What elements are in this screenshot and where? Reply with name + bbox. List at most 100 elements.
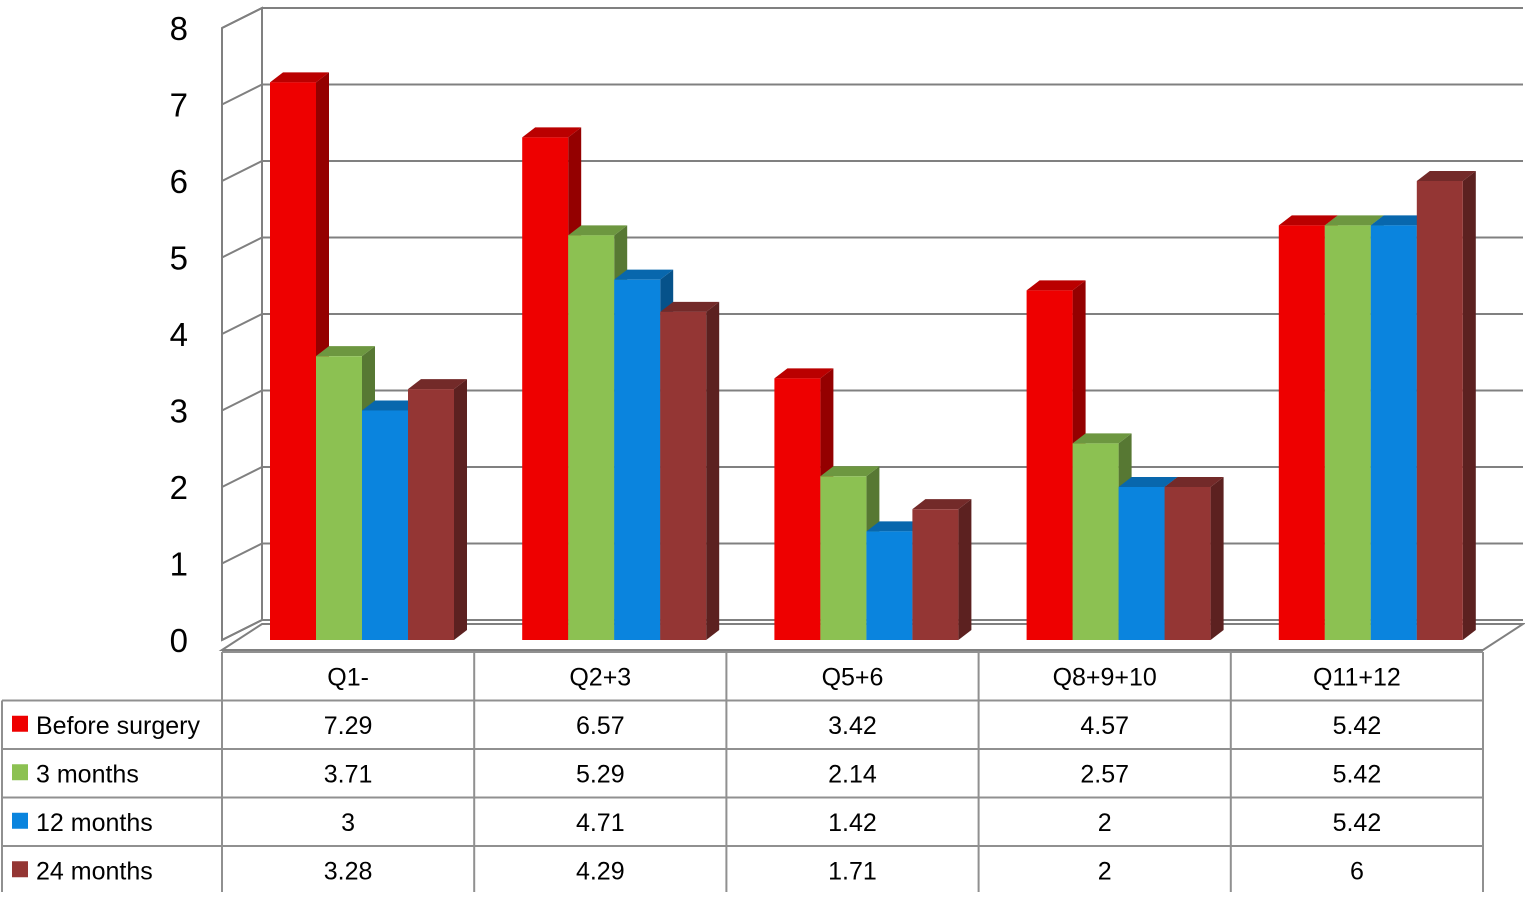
bar-top	[912, 499, 972, 510]
bar-top	[1072, 433, 1132, 444]
bar-top	[774, 368, 834, 379]
data-label: 7.29	[324, 712, 373, 740]
legend-label: 12 months	[36, 809, 153, 837]
bar	[1118, 487, 1165, 640]
bar	[1324, 225, 1371, 640]
bar	[270, 82, 316, 640]
bar-top	[568, 225, 628, 236]
data-label: 5.42	[1333, 809, 1382, 837]
table-category-label: Q11+12	[1313, 663, 1401, 691]
y-tick-label: 3	[170, 393, 188, 430]
bar	[774, 378, 821, 640]
data-label: 4.71	[576, 809, 625, 837]
legend-swatch	[12, 764, 28, 781]
bar-top	[1164, 477, 1224, 487]
bar	[912, 509, 959, 640]
data-label: 2.14	[828, 760, 877, 788]
bar-top	[1324, 215, 1384, 226]
data-label: 3.28	[324, 857, 373, 885]
y-tick-label: 4	[170, 316, 188, 353]
bar-side	[1210, 477, 1224, 640]
data-label: 5.42	[1333, 712, 1382, 740]
bar	[1370, 225, 1417, 640]
legend-label: 3 months	[36, 760, 139, 788]
data-label: 6.57	[576, 712, 625, 740]
bar	[568, 235, 615, 640]
legend-swatch	[12, 812, 28, 829]
bar-top	[1278, 215, 1338, 226]
data-label: 1.42	[828, 809, 877, 837]
gridline	[221, 313, 1523, 335]
bar-top	[316, 346, 375, 357]
bar-side	[706, 301, 720, 640]
table-category-label: Q5+6	[822, 663, 884, 691]
data-label: 2	[1098, 857, 1112, 885]
bar	[1072, 443, 1119, 640]
data-label: 5.29	[576, 760, 625, 788]
bar-top	[522, 127, 582, 138]
bar	[1416, 181, 1463, 640]
data-label: 2	[1098, 809, 1112, 837]
data-label: 4.57	[1080, 712, 1129, 740]
bar-top	[660, 301, 720, 312]
y-tick-label: 0	[170, 622, 188, 659]
y-tick-label: 1	[170, 546, 188, 583]
gridline	[221, 160, 1523, 182]
legend-swatch	[12, 861, 28, 878]
gridline	[221, 389, 1523, 412]
bar	[820, 476, 867, 640]
legend-label: 24 months	[36, 857, 153, 885]
data-label: 5.42	[1333, 760, 1382, 788]
data-label: 3	[341, 809, 355, 837]
y-tick-label: 7	[170, 87, 188, 124]
data-label: 3.71	[324, 760, 373, 788]
bar-top	[1118, 477, 1178, 487]
y-tick-label: 6	[170, 163, 188, 200]
chart-walls	[218, 6, 1525, 651]
bar	[614, 279, 661, 640]
floor	[218, 623, 1525, 651]
bar	[1164, 487, 1211, 640]
bar	[362, 410, 408, 640]
legend-swatch	[12, 715, 28, 732]
bar-top	[1370, 215, 1430, 226]
bar-top	[270, 72, 329, 83]
legend-label: Before surgery	[36, 712, 200, 740]
bar-top	[362, 400, 421, 411]
bar-top	[820, 466, 880, 477]
y-tick-label: 8	[170, 10, 188, 47]
bar-top	[1026, 280, 1086, 291]
gridline	[221, 236, 1523, 259]
bar-top	[1416, 171, 1476, 181]
table-category-label: Q8+9+10	[1053, 663, 1157, 691]
data-table: Q1- Q2+3 Q5+6 Q8+9+10 Q11+12 Before surgery 7.…	[1, 651, 1484, 896]
bar	[1278, 225, 1325, 640]
bar-side	[454, 379, 467, 640]
table-category-label: Q1-	[327, 663, 369, 691]
bar-top	[866, 521, 926, 532]
table-category-label: Q2+3	[569, 663, 631, 691]
data-label: 2.57	[1080, 760, 1129, 788]
data-label: 6	[1350, 857, 1364, 885]
data-label: 4.29	[576, 857, 625, 885]
y-axis-ticks: 0 1 2 3 4 5 6 7 8	[170, 10, 188, 659]
y-tick-label: 5	[170, 240, 188, 277]
bar-top	[408, 379, 467, 390]
gridline	[221, 83, 1523, 106]
data-label: 3.42	[828, 712, 877, 740]
bar	[660, 311, 707, 640]
chart-bars	[270, 72, 1476, 640]
y-tick-label: 2	[170, 469, 188, 506]
bar	[1026, 290, 1073, 640]
bar-side	[958, 499, 972, 640]
bar	[522, 137, 569, 640]
gridline	[221, 7, 1523, 29]
bar	[866, 531, 913, 640]
bar	[408, 389, 454, 640]
bar-top	[614, 269, 674, 280]
bar	[316, 356, 362, 640]
bar-side	[1462, 171, 1476, 640]
data-label: 1.71	[828, 857, 877, 885]
